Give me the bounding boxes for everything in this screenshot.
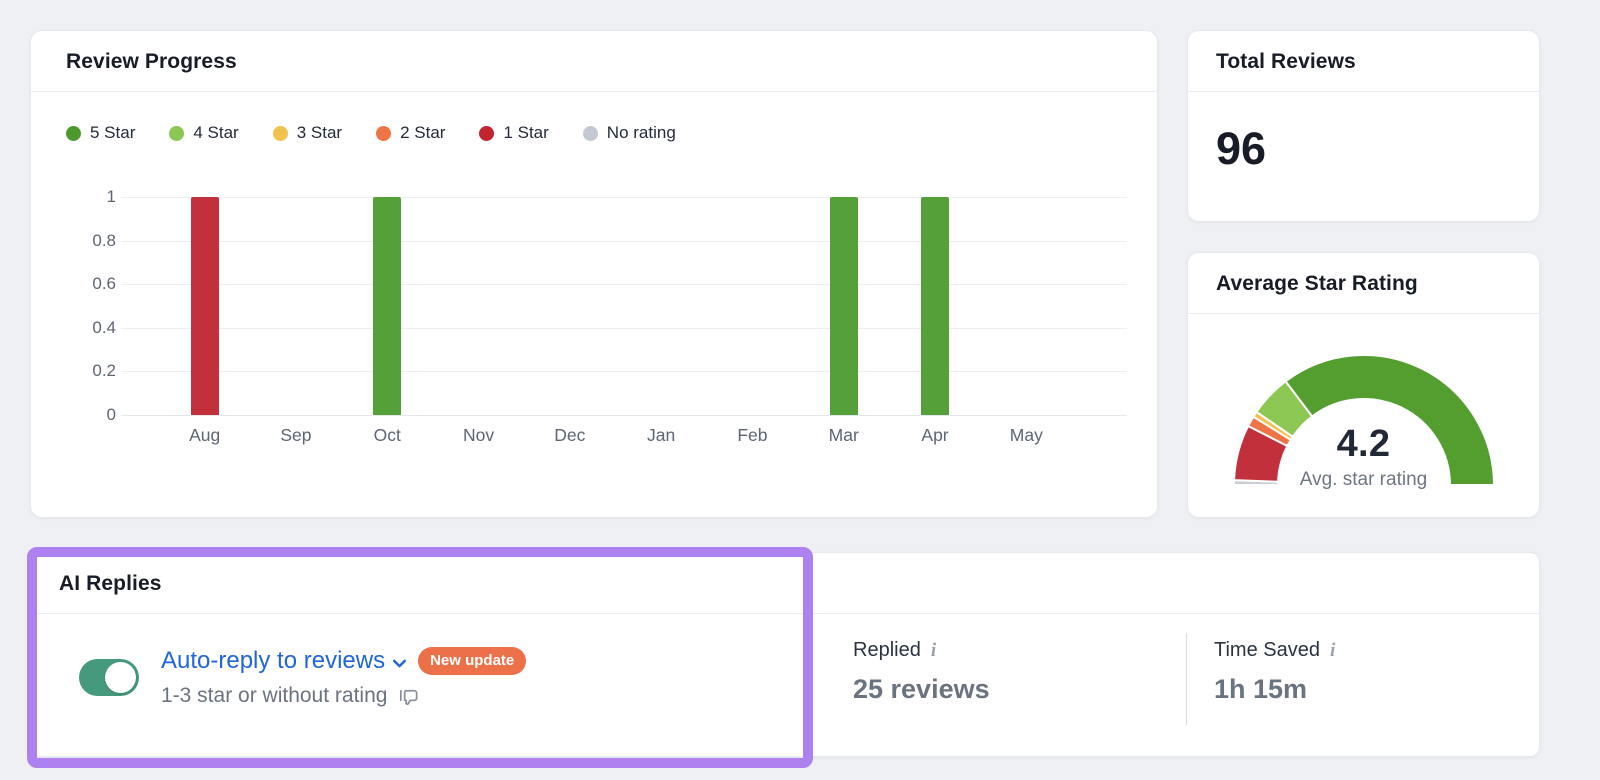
header-divider <box>1188 313 1539 314</box>
x-axis-label: Nov <box>462 425 495 445</box>
legend-item-3-star[interactable]: 3 Star <box>272 123 343 143</box>
replied-value: 25 reviews <box>853 674 990 704</box>
gridline <box>121 415 1127 416</box>
x-axis-label: Oct <box>373 425 401 445</box>
thumbs-down-icon[interactable] <box>397 686 420 709</box>
bar-slot-jan <box>615 197 706 415</box>
x-axis-label: Aug <box>189 425 221 445</box>
replied-stat: Replied i 25 reviews <box>853 639 990 705</box>
x-axis-label: Jan <box>647 425 676 445</box>
y-axis-label: 0.4 <box>92 317 116 337</box>
legend-item-4-star[interactable]: 4 Star <box>169 123 239 143</box>
ai-replies-card: AI Replies Auto-reply to reviews New upd… <box>30 552 1540 757</box>
gridline <box>121 284 1127 286</box>
legend-label: 3 Star <box>296 123 343 142</box>
stats-divider <box>1186 633 1187 725</box>
total-reviews-value: 96 <box>1216 123 1267 174</box>
x-axis-label: May <box>1009 425 1043 445</box>
star-rating-gauge: 4.2 Avg. star rating <box>1214 333 1514 499</box>
review-progress-title: Review Progress <box>66 50 237 73</box>
legend-dot <box>272 125 288 141</box>
bar-slot-nov <box>433 197 524 415</box>
legend-item-no-rating[interactable]: No rating <box>582 123 676 143</box>
header-divider <box>1188 91 1539 92</box>
bars-row <box>159 197 1072 415</box>
x-axis-label: Apr <box>921 425 949 445</box>
review-progress-chart: 1 0.8 0.6 0.4 0.2 0 Aug Sep Oct Nov Dec Jan Feb Mar Ap… <box>31 187 1157 457</box>
new-update-badge: New update <box>418 647 527 675</box>
bar-oct-5-star <box>373 197 402 415</box>
gridline <box>121 197 1127 198</box>
gridline <box>121 371 1127 373</box>
legend-dot <box>479 125 495 141</box>
bar-slot-aug <box>159 197 250 415</box>
gridline <box>121 240 1127 242</box>
average-star-rating-card: Average Star Rating 4.2 Avg. star rating <box>1187 252 1540 518</box>
legend-label: 5 Star <box>90 123 136 142</box>
header-divider <box>31 91 1157 92</box>
time-saved-stat: Time Saved i 1h 15m <box>1214 639 1335 705</box>
bar-slot-feb <box>707 197 798 415</box>
review-progress-card: Review Progress 5 Star 4 Star 3 Star 2 Star… <box>30 30 1158 518</box>
ai-replies-title: AI Replies <box>59 572 162 595</box>
bar-aug-1-star <box>190 197 219 415</box>
bar-slot-may <box>981 197 1072 415</box>
gauge-segment-5-star <box>1283 354 1495 486</box>
time-saved-label: Time Saved <box>1214 639 1320 661</box>
auto-reply-subtitle: 1-3 star or without rating <box>161 684 388 707</box>
y-axis-label: 0.2 <box>92 361 116 381</box>
y-axis-label: 0 <box>106 405 116 424</box>
x-axis-label: Dec <box>554 425 586 445</box>
legend-dot <box>66 125 81 141</box>
x-axis: Aug Sep Oct Nov Dec Jan Feb Mar Apr May <box>159 425 1072 446</box>
auto-reply-dropdown[interactable]: Auto-reply to reviews <box>161 647 408 675</box>
legend-label: 4 Star <box>193 123 239 142</box>
auto-reply-link-label: Auto-reply to reviews <box>161 647 386 674</box>
legend-label: 2 Star <box>400 123 446 142</box>
x-axis-label: Feb <box>737 425 768 445</box>
info-icon[interactable]: i <box>930 640 937 661</box>
total-reviews-card: Total Reviews 96 <box>1187 30 1540 222</box>
legend-label: No rating <box>606 123 676 142</box>
legend-item-2-star[interactable]: 2 Star <box>376 123 445 143</box>
bar-slot-dec <box>524 197 615 415</box>
y-axis-label: 0.8 <box>92 230 116 250</box>
info-icon[interactable]: i <box>1329 640 1336 661</box>
time-saved-value: 1h 15m <box>1214 674 1308 704</box>
average-star-rating-title: Average Star Rating <box>1216 272 1418 295</box>
bar-slot-mar <box>798 197 889 415</box>
toggle-knob <box>105 662 136 693</box>
legend-label: 1 Star <box>503 123 549 142</box>
chevron-down-icon <box>391 655 408 672</box>
gridline <box>121 327 1127 329</box>
legend-item-1-star[interactable]: 1 Star <box>479 123 549 143</box>
y-axis-label: 0.6 <box>92 274 116 294</box>
bar-apr-5-star <box>921 197 950 415</box>
bar-mar-5-star <box>829 197 858 415</box>
header-divider <box>31 613 1539 614</box>
gauge-caption: Avg. star rating <box>1299 469 1428 490</box>
bar-slot-sep <box>250 197 341 415</box>
x-axis-label: Mar <box>828 425 859 445</box>
gauge-arc <box>1232 354 1495 486</box>
gauge-value: 4.2 <box>1336 423 1391 465</box>
auto-reply-toggle[interactable] <box>79 659 139 696</box>
bar-slot-oct <box>342 197 433 415</box>
legend-dot <box>582 125 598 141</box>
total-reviews-title: Total Reviews <box>1216 50 1356 73</box>
bar-slot-apr <box>889 197 980 415</box>
x-axis-label: Sep <box>280 425 312 445</box>
chart-legend: 5 Star 4 Star 3 Star 2 Star 1 Star No rating <box>66 123 676 143</box>
legend-item-5-star[interactable]: 5 Star <box>66 123 135 143</box>
y-axis-label: 1 <box>106 187 116 206</box>
legend-dot <box>169 125 185 141</box>
replied-label: Replied <box>853 639 921 661</box>
legend-dot <box>376 125 392 141</box>
